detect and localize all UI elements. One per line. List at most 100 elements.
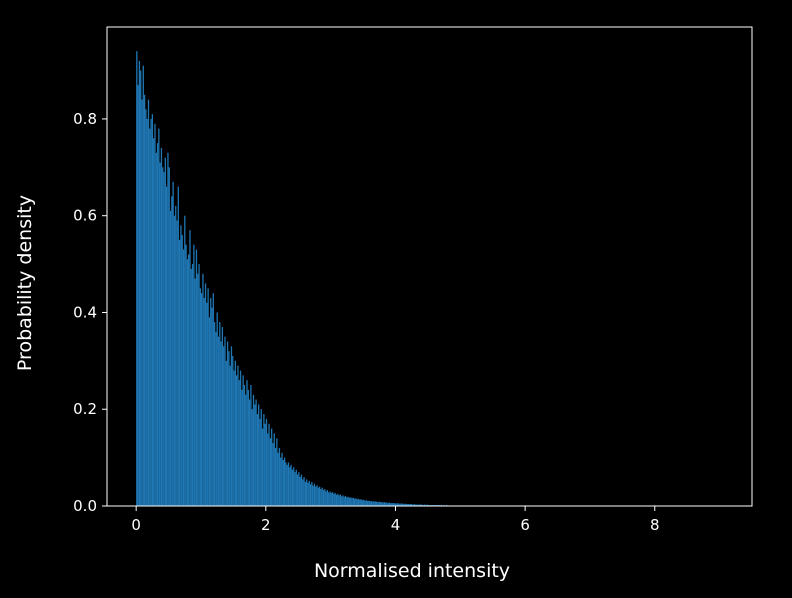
histogram-bar xyxy=(234,360,236,506)
histogram-bar xyxy=(259,418,261,506)
histogram-bar xyxy=(143,94,146,507)
histogram-bar xyxy=(197,273,199,506)
histogram-bar xyxy=(162,167,164,506)
histogram-bar xyxy=(247,389,249,506)
histogram-bar xyxy=(215,331,217,506)
histogram-bar xyxy=(274,447,277,506)
histogram-bar xyxy=(308,480,310,506)
histogram-bar xyxy=(353,498,356,506)
histogram-bar xyxy=(203,297,205,506)
histogram-bar xyxy=(350,497,352,506)
histogram-bar xyxy=(185,244,187,507)
histogram-bar xyxy=(250,385,252,506)
histogram-bar xyxy=(136,51,138,506)
histogram-bar xyxy=(366,501,369,506)
histogram-bar xyxy=(295,469,297,506)
histogram-bar xyxy=(414,504,417,506)
histogram-bar xyxy=(334,492,336,506)
histogram-bar xyxy=(382,502,384,506)
x-tick-label: 2 xyxy=(261,516,271,534)
histogram-bar xyxy=(252,394,255,506)
histogram-bar xyxy=(338,495,340,506)
histogram-bar xyxy=(404,503,406,506)
y-axis-ticks: 0.0 0.2 0.4 0.6 0.8 xyxy=(73,110,107,515)
y-tick-label: 0.8 xyxy=(73,110,97,128)
histogram-bar xyxy=(289,467,291,506)
histogram-bar xyxy=(306,479,308,506)
histogram-bar xyxy=(229,365,231,506)
histogram-bar xyxy=(245,394,247,506)
histogram-bar xyxy=(212,293,214,506)
histogram-bar xyxy=(343,496,345,506)
y-tick-label: 0.2 xyxy=(73,400,97,418)
histogram-bar xyxy=(260,409,262,506)
histogram-bar xyxy=(264,423,266,506)
histogram-bar xyxy=(246,380,248,506)
histogram-bar xyxy=(228,351,230,506)
y-axis-label: Probability density xyxy=(14,195,36,371)
histogram-bar xyxy=(158,128,160,507)
histogram-bar xyxy=(220,341,222,506)
histogram-bar xyxy=(376,501,378,506)
histogram-bar xyxy=(405,504,408,506)
histogram-bar xyxy=(333,493,335,506)
histogram-bar xyxy=(300,474,303,506)
histogram-bar xyxy=(307,482,309,506)
histogram-bar xyxy=(339,494,342,506)
histogram-bar xyxy=(242,375,244,506)
histogram-bar xyxy=(248,399,251,506)
histogram-bar xyxy=(232,356,234,506)
histogram-bar xyxy=(184,215,186,506)
histogram-bar xyxy=(138,60,141,507)
histogram-bar xyxy=(268,423,270,506)
histogram-bar xyxy=(263,414,265,506)
histogram-bar xyxy=(208,317,211,506)
histogram-bar xyxy=(146,118,148,507)
histogram-bar xyxy=(186,259,189,506)
y-tick-label: 0.4 xyxy=(73,303,97,321)
histogram-bar xyxy=(420,504,422,506)
histogram-bar xyxy=(416,504,418,506)
histogram-bars xyxy=(136,51,506,507)
histogram-bar xyxy=(238,380,240,506)
histogram-bar xyxy=(254,404,256,506)
histogram-bar xyxy=(294,472,296,506)
histogram-bar xyxy=(381,502,383,506)
histogram-bar xyxy=(175,206,177,506)
histogram-bar xyxy=(348,497,351,506)
histogram-bar xyxy=(291,469,294,506)
histogram-bar xyxy=(320,489,322,506)
histogram-bar xyxy=(309,484,312,506)
histogram-bar xyxy=(168,167,170,506)
histogram-bar xyxy=(164,157,166,506)
histogram-bar xyxy=(153,138,155,506)
histogram-bar xyxy=(267,433,269,506)
histogram-bar xyxy=(165,186,168,507)
histogram-bar xyxy=(141,99,143,506)
histogram-bar xyxy=(391,503,393,506)
histogram-bar xyxy=(241,389,243,506)
histogram-bar xyxy=(403,504,405,506)
histogram-bar xyxy=(191,264,194,506)
histogram-bar xyxy=(149,128,151,507)
histogram-bar xyxy=(200,293,203,506)
histogram-bar xyxy=(408,504,410,506)
histogram-bar xyxy=(140,70,142,507)
histogram-bar xyxy=(198,264,200,506)
histogram-bar xyxy=(156,143,159,506)
histogram-bar xyxy=(285,462,287,506)
histogram-bar xyxy=(373,501,375,506)
histogram-bar xyxy=(342,495,344,506)
histogram-bar xyxy=(341,496,343,506)
histogram-bar xyxy=(230,346,233,506)
histogram-bar xyxy=(223,346,225,506)
histogram-bar xyxy=(335,494,338,506)
histogram-bar xyxy=(258,404,260,506)
histogram-bar xyxy=(379,502,382,506)
histogram-bar xyxy=(352,497,354,506)
histogram-bar xyxy=(167,152,169,507)
histogram-bar xyxy=(368,500,370,506)
histogram-bar xyxy=(293,467,295,506)
histogram-bar xyxy=(377,502,379,506)
histogram-bar xyxy=(401,503,404,506)
